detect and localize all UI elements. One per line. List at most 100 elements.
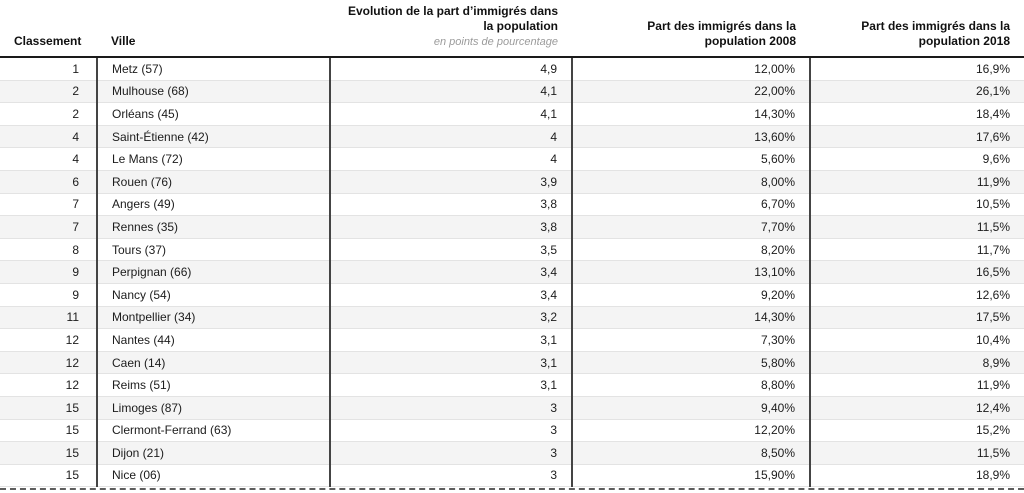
ville-cell: Nantes (44) bbox=[96, 328, 330, 352]
rank-cell: 1 bbox=[0, 57, 97, 81]
ville-cell: Le Mans (72) bbox=[96, 147, 330, 171]
part-2008-cell: 13,60% bbox=[571, 125, 810, 149]
ville-cell: Reims (51) bbox=[96, 373, 330, 397]
ville-cell: Nice (06) bbox=[96, 464, 330, 488]
part-2008-cell: 8,50% bbox=[571, 441, 810, 465]
part-2018-cell: 9,6% bbox=[809, 147, 1024, 171]
table-row: 12 Nantes (44) 3,1 7,30% 10,4% bbox=[0, 328, 1024, 352]
ville-cell: Angers (49) bbox=[96, 193, 330, 217]
part-2018-cell: 10,5% bbox=[809, 193, 1024, 217]
ville-cell: Clermont-Ferrand (63) bbox=[96, 419, 330, 443]
table-row: 8 Tours (37) 3,5 8,20% 11,7% bbox=[0, 238, 1024, 262]
col-header-part-2008: Part des immigrés dans la population 200… bbox=[572, 0, 810, 58]
evolution-cell: 3,5 bbox=[329, 238, 572, 262]
rank-cell: 11 bbox=[0, 306, 97, 330]
ville-cell: Metz (57) bbox=[96, 57, 330, 81]
part-2018-cell: 26,1% bbox=[809, 80, 1024, 104]
ville-cell: Saint-Étienne (42) bbox=[96, 125, 330, 149]
part-2008-cell: 8,20% bbox=[571, 238, 810, 262]
evolution-cell: 3,1 bbox=[329, 373, 572, 397]
table-row: 12 Caen (14) 3,1 5,80% 8,9% bbox=[0, 351, 1024, 375]
part-2018-cell: 11,5% bbox=[809, 441, 1024, 465]
part-2018-cell: 11,9% bbox=[809, 170, 1024, 194]
part-2008-cell: 14,30% bbox=[571, 102, 810, 126]
part-2018-cell: 11,5% bbox=[809, 215, 1024, 239]
table-row: 2 Orléans (45) 4,1 14,30% 18,4% bbox=[0, 102, 1024, 126]
part-2018-cell: 15,2% bbox=[809, 419, 1024, 443]
part-2018-cell: 18,9% bbox=[809, 464, 1024, 488]
part-2018-cell: 16,5% bbox=[809, 260, 1024, 284]
rank-cell: 8 bbox=[0, 238, 97, 262]
table-row: 7 Angers (49) 3,8 6,70% 10,5% bbox=[0, 193, 1024, 217]
table-bottom-cutoff-line bbox=[0, 488, 1024, 491]
part-2018-cell: 10,4% bbox=[809, 328, 1024, 352]
rank-cell: 15 bbox=[0, 419, 97, 443]
part-2008-cell: 14,30% bbox=[571, 306, 810, 330]
col-header-evolution-line1: Evolution de la part d’immigrés dans bbox=[347, 4, 558, 18]
rank-cell: 12 bbox=[0, 373, 97, 397]
col-header-classement: Classement bbox=[0, 0, 97, 58]
ville-cell: Mulhouse (68) bbox=[96, 80, 330, 104]
col-header-ville-label: Ville bbox=[111, 34, 136, 48]
evolution-cell: 3,1 bbox=[329, 328, 572, 352]
part-2018-cell: 11,9% bbox=[809, 373, 1024, 397]
col-header-part-2008-line1: Part des immigrés dans la bbox=[647, 19, 796, 33]
part-2018-cell: 18,4% bbox=[809, 102, 1024, 126]
evolution-cell: 4 bbox=[329, 125, 572, 149]
evolution-cell: 3,9 bbox=[329, 170, 572, 194]
col-header-part-2008-line2: population 2008 bbox=[704, 34, 796, 48]
rank-cell: 2 bbox=[0, 80, 97, 104]
table-row: 15 Clermont-Ferrand (63) 3 12,20% 15,2% bbox=[0, 419, 1024, 443]
rank-cell: 7 bbox=[0, 193, 97, 217]
rank-cell: 15 bbox=[0, 441, 97, 465]
part-2008-cell: 8,80% bbox=[571, 373, 810, 397]
table-row: 15 Nice (06) 3 15,90% 18,9% bbox=[0, 464, 1024, 488]
rank-cell: 7 bbox=[0, 215, 97, 239]
table-row: 12 Reims (51) 3,1 8,80% 11,9% bbox=[0, 373, 1024, 397]
ville-cell: Caen (14) bbox=[96, 351, 330, 375]
rank-cell: 12 bbox=[0, 351, 97, 375]
evolution-cell: 3 bbox=[329, 464, 572, 488]
rank-cell: 2 bbox=[0, 102, 97, 126]
ville-cell: Nancy (54) bbox=[96, 283, 330, 307]
part-2008-cell: 22,00% bbox=[571, 80, 810, 104]
ville-cell: Dijon (21) bbox=[96, 441, 330, 465]
table-row: 4 Le Mans (72) 4 5,60% 9,6% bbox=[0, 147, 1024, 171]
col-header-evolution-subtitle: en points de pourcentage bbox=[433, 36, 558, 48]
part-2008-cell: 7,30% bbox=[571, 328, 810, 352]
table-row: 15 Dijon (21) 3 8,50% 11,5% bbox=[0, 441, 1024, 465]
part-2018-cell: 17,5% bbox=[809, 306, 1024, 330]
table-body: 1 Metz (57) 4,9 12,00% 16,9% 2 Mulhouse … bbox=[0, 57, 1024, 488]
table-row: 15 Limoges (87) 3 9,40% 12,4% bbox=[0, 396, 1024, 420]
evolution-cell: 3 bbox=[329, 419, 572, 443]
evolution-cell: 3 bbox=[329, 396, 572, 420]
part-2008-cell: 12,00% bbox=[571, 57, 810, 81]
col-header-classement-label: Classement bbox=[14, 34, 82, 48]
part-2008-cell: 5,60% bbox=[571, 147, 810, 171]
col-header-part-2018-line2: population 2018 bbox=[918, 34, 1010, 48]
rank-cell: 9 bbox=[0, 260, 97, 284]
evolution-cell: 3,4 bbox=[329, 283, 572, 307]
rank-cell: 12 bbox=[0, 328, 97, 352]
col-header-part-2018-line1: Part des immigrés dans la bbox=[861, 19, 1010, 33]
evolution-cell: 4 bbox=[329, 147, 572, 171]
table-row: 9 Perpignan (66) 3,4 13,10% 16,5% bbox=[0, 260, 1024, 284]
evolution-cell: 3,1 bbox=[329, 351, 572, 375]
evolution-cell: 3 bbox=[329, 441, 572, 465]
part-2008-cell: 12,20% bbox=[571, 419, 810, 443]
rank-cell: 6 bbox=[0, 170, 97, 194]
part-2018-cell: 17,6% bbox=[809, 125, 1024, 149]
col-header-part-2018: Part des immigrés dans la population 201… bbox=[810, 0, 1024, 58]
rank-cell: 9 bbox=[0, 283, 97, 307]
rank-cell: 15 bbox=[0, 464, 97, 488]
table-row: 11 Montpellier (34) 3,2 14,30% 17,5% bbox=[0, 306, 1024, 330]
rank-cell: 15 bbox=[0, 396, 97, 420]
part-2018-cell: 16,9% bbox=[809, 57, 1024, 81]
ville-cell: Tours (37) bbox=[96, 238, 330, 262]
ville-cell: Montpellier (34) bbox=[96, 306, 330, 330]
evolution-cell: 3,8 bbox=[329, 215, 572, 239]
part-2018-cell: 8,9% bbox=[809, 351, 1024, 375]
part-2008-cell: 13,10% bbox=[571, 260, 810, 284]
evolution-cell: 4,1 bbox=[329, 80, 572, 104]
col-header-ville: Ville bbox=[97, 0, 330, 58]
